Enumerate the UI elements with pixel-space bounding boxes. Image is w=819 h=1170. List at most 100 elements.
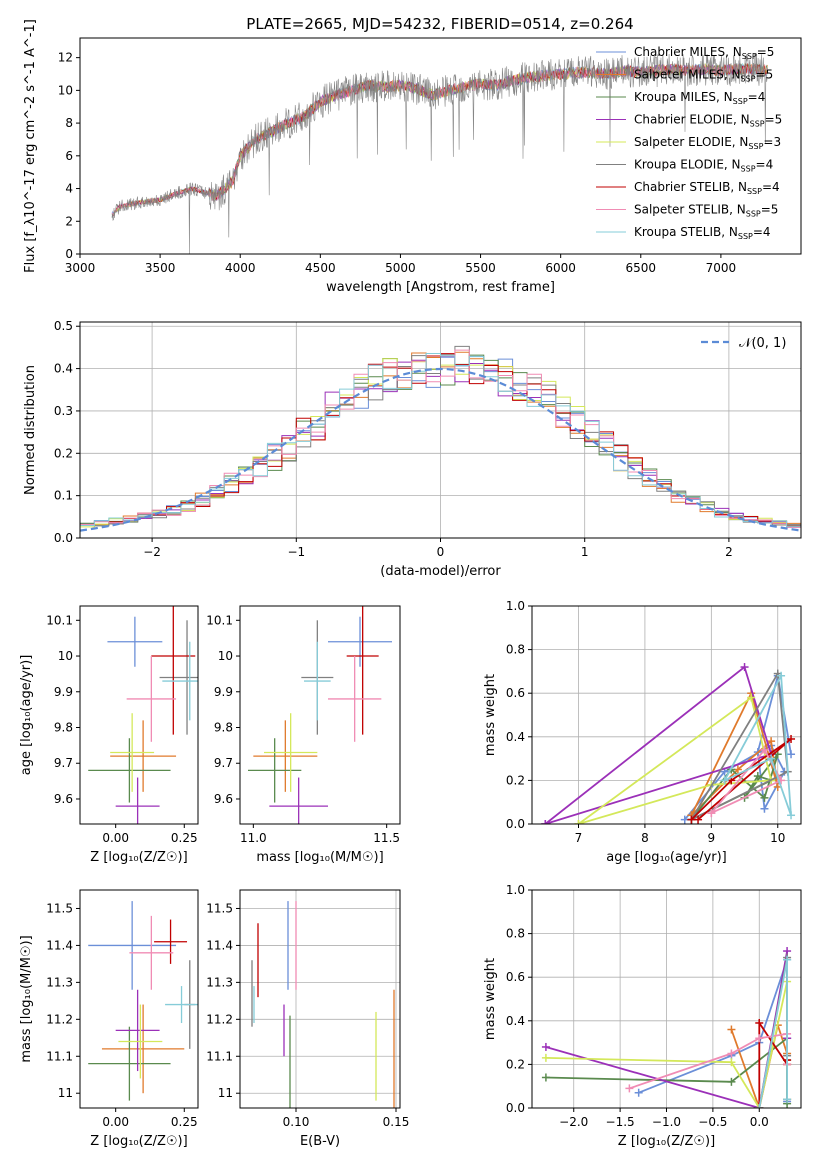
axes-frame — [239, 605, 401, 825]
x-tick-label: 0.00 — [102, 831, 129, 845]
x-tick-label: 5500 — [465, 261, 496, 275]
y-tick-label: 12 — [58, 51, 73, 65]
legend-label-sub: SSP — [742, 52, 757, 61]
weight-line — [690, 738, 792, 821]
legend-label-tail: =4 — [753, 225, 771, 239]
y-tick-label: 0.2 — [54, 446, 73, 460]
axes-frame — [239, 889, 401, 1109]
y-tick-label: 10 — [218, 649, 233, 663]
x-tick-label: 4000 — [225, 261, 256, 275]
figure-title: PLATE=2665, MJD=54232, FIBERID=0514, z=0… — [246, 15, 633, 33]
legend-label-sub: SSP — [750, 120, 765, 129]
y-tick-label: 0.0 — [506, 817, 525, 831]
legend-label: Salpeter ELODIE, NSSP=3 — [634, 135, 781, 151]
y-tick-label: 2 — [65, 214, 73, 228]
legend-label-sub: SSP — [747, 187, 762, 196]
y-tick-label: 9.9 — [54, 685, 73, 699]
legend-label-main: Chabrier MILES, N — [634, 45, 742, 59]
y-tick-label: 9.6 — [54, 792, 73, 806]
x-axis-label: (data-model)/error — [380, 564, 501, 579]
x-tick-label: −2.0 — [559, 1115, 588, 1129]
y-tick-label: 0.8 — [506, 643, 525, 657]
x-tick-label: 2 — [725, 545, 733, 559]
x-tick-label: 0.0 — [750, 1115, 769, 1129]
x-tick-label: 3500 — [145, 261, 176, 275]
legend-label: Kroupa STELIB, NSSP=4 — [634, 225, 771, 241]
y-axis-label: mass weight — [483, 958, 498, 1040]
legend-label-main: Kroupa ELODIE, N — [634, 158, 741, 172]
y-tick-label: 11.4 — [206, 938, 233, 952]
plot-area — [541, 947, 792, 1108]
y-tick-label: 11 — [58, 1086, 73, 1100]
axes-frame — [79, 37, 802, 255]
y-tick-label: 0.1 — [54, 489, 73, 503]
y-axis-label: mass [log₁₀(M/M☉)] — [19, 935, 34, 1062]
y-tick-label: 11.2 — [206, 1012, 233, 1026]
legend-label-main: Kroupa MILES, N — [634, 90, 733, 104]
y-tick-label: 11.1 — [46, 1049, 73, 1063]
legend-label-sub: SSP — [741, 75, 756, 84]
legend-label-sub: SSP — [738, 232, 753, 241]
panel-mass-vs-ebv: 0.10 0.15 11 11.1 11.2 11.3 11.4 11.5 E(B-V) — [206, 889, 409, 1149]
panel-mass-weight-vs-age: 7 8 9 10 0.0 0.2 0.4 0.6 0.8 1.0 age [log₁₀(age/yr… — [483, 599, 802, 865]
x-tick-label: −1.5 — [606, 1115, 635, 1129]
x-tick-label: 7 — [575, 831, 583, 845]
plot-area — [88, 901, 198, 1101]
y-tick-label: 0.3 — [54, 404, 73, 418]
y-tick-label: 11.2 — [46, 1012, 73, 1026]
x-tick-label: 3000 — [65, 261, 96, 275]
y-tick-label: 0.6 — [506, 686, 525, 700]
histogram-series — [80, 349, 801, 538]
panel-mass-weight-vs-Z: −2.0 −1.5 −1.0 −0.5 0.0 0.0 0.2 0.4 0.6 0.8 1.0 Z [… — [483, 883, 802, 1149]
weight-line — [690, 670, 789, 821]
x-tick-label: 0.10 — [283, 1115, 310, 1129]
x-axis-label: Z [log₁₀(Z/Z☉)] — [90, 850, 187, 865]
legend-label-sub: SSP — [741, 165, 756, 174]
x-axis-label: Z [log₁₀(Z/Z☉)] — [90, 1134, 187, 1149]
legend-label-tail: =5 — [756, 68, 774, 82]
x-tick-label: −1 — [287, 545, 305, 559]
y-tick-label: 9.8 — [214, 721, 233, 735]
panel-age-vs-mass: 11.0 11.5 9.6 9.7 9.8 9.9 10 10.1 mass [log₁₀(M/… — [206, 605, 401, 865]
x-tick-label: 6500 — [626, 261, 657, 275]
legend-label: 𝒩(0, 1) — [739, 336, 786, 351]
y-tick-label: 1.0 — [506, 599, 525, 613]
x-tick-label: 4500 — [305, 261, 336, 275]
axes-frame — [79, 889, 199, 1109]
y-tick-label: 9.7 — [214, 756, 233, 770]
x-tick-label: 0 — [437, 545, 445, 559]
spectrum-line — [111, 52, 768, 254]
legend-label-tail: =4 — [762, 180, 780, 194]
legend-label-main: Chabrier ELODIE, N — [634, 113, 750, 127]
x-tick-label: 11.5 — [373, 831, 400, 845]
y-tick-label: 0.8 — [506, 927, 525, 941]
x-tick-label: 7000 — [706, 261, 737, 275]
legend-label-sub: SSP — [746, 210, 761, 219]
x-tick-label: −0.5 — [698, 1115, 727, 1129]
y-tick-label: 11.3 — [46, 975, 73, 989]
y-tick-label: 0 — [65, 247, 73, 261]
y-tick-label: 9.6 — [214, 792, 233, 806]
y-tick-label: 0.0 — [54, 531, 73, 545]
x-tick-label: 11.0 — [240, 831, 267, 845]
x-axis-label: age [log₁₀(age/yr)] — [606, 850, 727, 865]
y-tick-label: 11.3 — [206, 975, 233, 989]
y-axis-label: age [log₁₀(age/yr)] — [19, 655, 34, 776]
y-tick-label: 11 — [218, 1086, 233, 1100]
legend-label-main: Salpeter STELIB, N — [634, 203, 746, 217]
legend-label-main: Salpeter ELODIE, N — [634, 135, 748, 149]
legend-label-tail: =3 — [763, 135, 781, 149]
plot-area — [251, 901, 395, 1108]
plot-area — [248, 606, 392, 824]
x-tick-label: 0.25 — [171, 1115, 198, 1129]
panel-mass-vs-Z: 0.00 0.25 11 11.1 11.2 11.3 11.4 11.5 Z [log₁₀(Z… — [19, 889, 199, 1149]
y-tick-label: 0.2 — [506, 773, 525, 787]
y-tick-label: 6 — [65, 149, 73, 163]
y-tick-label: 0.0 — [506, 1101, 525, 1115]
panel-residuals: −2 −1 0 1 2 0.0 0.1 0.2 0.3 0.4 0.5 (data-model)/er… — [23, 319, 802, 579]
y-axis-label: Normed distribution — [23, 365, 38, 495]
x-axis-label: E(B-V) — [300, 1134, 340, 1149]
x-tick-label: 1 — [581, 545, 589, 559]
y-tick-label: 11.4 — [46, 938, 73, 952]
histogram-series — [80, 345, 801, 538]
